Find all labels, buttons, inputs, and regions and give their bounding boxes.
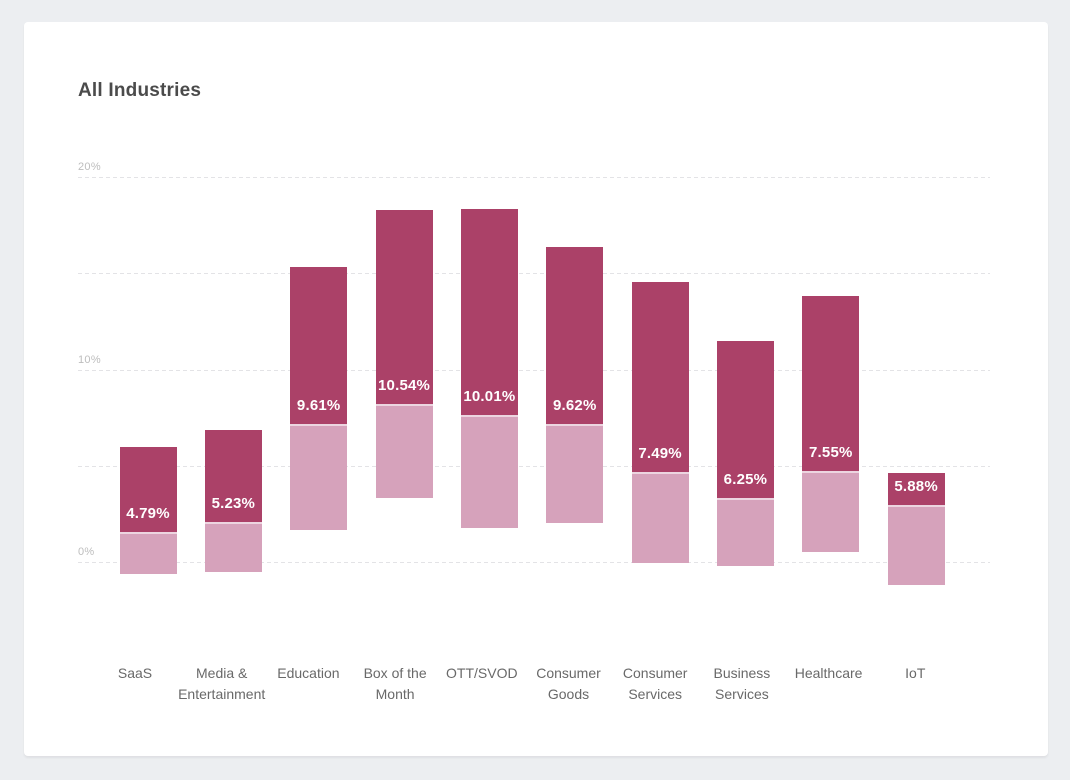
bar-upper-segment: 6.25% [716, 340, 774, 499]
x-axis-label: Consumer Goods [536, 665, 601, 702]
bar-upper-segment: 4.79% [119, 446, 177, 533]
bar-media-entertainment[interactable]: 5.23% [204, 430, 262, 572]
bar-ott-svod[interactable]: 10.01% [460, 208, 518, 529]
bar-lower-segment [631, 472, 689, 563]
y-axis-tick-label: 0% [78, 546, 95, 558]
bar-business-services[interactable]: 6.25% [716, 340, 774, 566]
bar-upper-segment: 10.01% [460, 208, 518, 415]
bar-consumer-services[interactable]: 7.49% [631, 281, 689, 563]
bar-value-label: 7.49% [638, 445, 682, 463]
x-axis-label: Box of the Month [363, 665, 427, 702]
bar-value-label: 6.25% [723, 471, 768, 489]
gridline [78, 177, 990, 178]
bar-value-label: 5.88% [894, 478, 938, 496]
bar-lower-segment [204, 521, 262, 572]
y-axis-tick-label: 20% [78, 161, 101, 173]
gridline [78, 273, 990, 275]
bar-value-label: 9.61% [296, 397, 341, 415]
bar-saas[interactable]: 4.79% [119, 446, 177, 574]
bar-lower-segment [802, 470, 860, 553]
x-axis-label: SaaS [117, 665, 153, 681]
gridline [78, 562, 990, 563]
bar-lower-segment [887, 505, 945, 586]
bar-lower-segment [375, 404, 433, 499]
bar-lower-segment [290, 424, 348, 531]
bar-value-label: 10.01% [463, 387, 516, 405]
bar-upper-segment: 7.49% [631, 281, 689, 473]
x-axis-label: Consumer Services [622, 665, 688, 702]
gridline [78, 369, 990, 371]
bar-lower-segment [460, 414, 518, 529]
bar-value-label: 7.55% [809, 443, 853, 461]
x-axis-label: Education [277, 665, 340, 681]
churn-by-industry-chart: 20% 10% 0% 4.79% 5.23% 9.61% 10.54% 10.01% 9.62%… [24, 22, 1048, 756]
x-axis-label: OTT/SVOD [446, 665, 518, 681]
bar-lower-segment [716, 498, 774, 566]
bar-value-label: 5.23% [211, 494, 256, 512]
bar-upper-segment: 9.62% [546, 247, 604, 425]
bar-consumer-goods[interactable]: 9.62% [546, 247, 604, 523]
bar-value-label: 10.54% [378, 377, 431, 395]
x-axis-label: IoT [905, 665, 926, 681]
x-axis-label: Healthcare [794, 665, 863, 681]
bar-value-label: 9.62% [552, 397, 597, 415]
gridline [78, 465, 990, 467]
x-axis-label: Business Services [713, 665, 771, 702]
bar-lower-segment [546, 424, 604, 523]
y-axis-tick-label: 10% [78, 353, 101, 366]
chart-title: All Industries [78, 80, 202, 101]
bar-upper-segment: 10.54% [375, 209, 433, 405]
bar-upper-segment: 7.55% [802, 296, 860, 471]
bar-value-label: 4.79% [126, 505, 170, 523]
bar-lower-segment [119, 532, 177, 574]
x-axis-label: Media & Entertainment [178, 665, 266, 702]
bar-healthcare[interactable]: 7.55% [802, 296, 860, 553]
bar-upper-segment: 5.88% [887, 473, 945, 506]
bar-box-of-the-month[interactable]: 10.54% [375, 209, 433, 499]
bar-iot[interactable]: 5.88% [887, 473, 945, 586]
bar-upper-segment: 5.23% [204, 430, 262, 522]
bar-education[interactable]: 9.61% [290, 267, 348, 531]
chart-card: All Industries 20% 10% 0% 4.79% 5.23% 9.61% 10… [24, 22, 1048, 756]
bar-upper-segment: 9.61% [290, 267, 348, 425]
